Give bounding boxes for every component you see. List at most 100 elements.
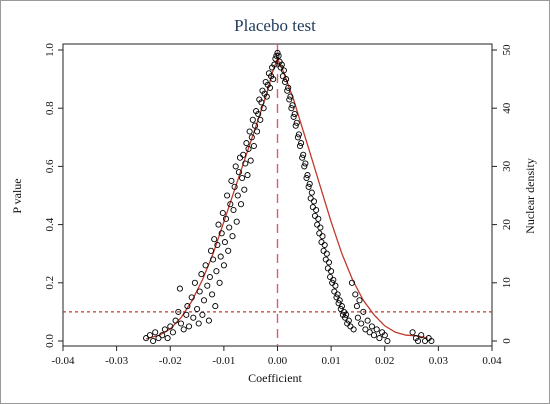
- scatter-point: [333, 294, 340, 301]
- scatter-point: [325, 259, 333, 266]
- y2-axis-label: Nuclear density: [523, 158, 537, 234]
- scatter-point: [302, 160, 309, 167]
- scatter-point: [219, 209, 226, 217]
- scatter-point: [281, 78, 289, 86]
- scatter-point: [366, 329, 373, 336]
- x-tick-label: -0.01: [212, 355, 235, 367]
- y2-tick-label: 20: [501, 219, 513, 231]
- scatter-point: [225, 247, 232, 254]
- scatter-point: [205, 317, 212, 324]
- scatter-point: [321, 241, 328, 249]
- scatter-point: [317, 224, 324, 231]
- scatter-point: [190, 314, 197, 321]
- scatter-point: [288, 105, 295, 112]
- scatter-point: [311, 212, 319, 219]
- y-tick-label: 1.0: [44, 43, 56, 57]
- scatter-point: [275, 52, 282, 59]
- scatter-point: [240, 151, 247, 158]
- scatter-point: [159, 332, 166, 339]
- scatter-point: [287, 93, 294, 100]
- scatter-point: [183, 311, 190, 318]
- x-tick-label: -0.03: [105, 355, 128, 367]
- scatter-point: [294, 134, 301, 141]
- scatter-point: [342, 314, 349, 321]
- scatter-point: [143, 335, 150, 342]
- scatter-point: [280, 67, 287, 74]
- scatter-point: [177, 320, 185, 327]
- y2-tick-label: 0: [501, 338, 513, 344]
- scatter-point: [303, 174, 310, 182]
- scatter-point: [255, 110, 262, 118]
- scatter-point: [146, 332, 153, 339]
- scatter-point: [320, 247, 327, 254]
- y-tick-label: 0.0: [44, 334, 56, 348]
- y-tick-label: 0.6: [44, 159, 56, 173]
- scatter-point: [421, 337, 429, 345]
- x-tick-label: 0.03: [429, 355, 449, 367]
- scatter-point: [347, 323, 354, 330]
- scatter-point: [278, 61, 285, 68]
- scatter-point: [198, 271, 205, 278]
- scatter-point: [249, 116, 256, 123]
- scatter-point: [316, 230, 323, 237]
- scatter-point: [315, 215, 322, 222]
- scatter-point: [210, 256, 217, 263]
- scatter-point: [176, 285, 183, 292]
- reference-lines: [63, 44, 492, 346]
- y-axis-label: P value: [10, 178, 24, 213]
- scatter-point: [309, 204, 316, 211]
- scatter-point: [296, 142, 304, 150]
- scatter-point: [283, 76, 290, 83]
- scatter-point: [254, 128, 261, 135]
- scatter-point: [233, 218, 240, 225]
- scatter-point: [358, 320, 365, 327]
- scatter-point: [260, 105, 267, 112]
- scatter-point: [202, 262, 209, 269]
- scatter-point: [373, 326, 380, 333]
- scatter-point: [368, 323, 375, 330]
- x-tick-label: -0.02: [159, 355, 182, 367]
- scatter-point: [220, 262, 227, 269]
- scatter-point: [353, 303, 360, 310]
- scatter-point: [384, 337, 391, 345]
- scatter-point: [292, 122, 299, 129]
- scatter-point: [305, 183, 312, 190]
- y-axis-left: 0.0 0.2 0.4 0.6 0.8 1.0: [44, 43, 63, 348]
- x-tick-label: -0.04: [52, 355, 75, 367]
- scatter-point: [304, 172, 311, 179]
- scatter-point: [348, 279, 356, 286]
- x-axis-label: Coefficient: [248, 371, 302, 385]
- scatter-point: [271, 61, 278, 68]
- scatter-point: [251, 122, 259, 129]
- scatter-point: [286, 96, 293, 103]
- scatter-point: [258, 99, 265, 106]
- scatter-point: [207, 247, 215, 254]
- scatter-point: [299, 154, 306, 161]
- scatter-point: [285, 84, 292, 91]
- scatter-point: [227, 201, 234, 208]
- y2-tick-label: 30: [501, 160, 513, 172]
- scatter-point: [350, 326, 357, 333]
- scatter-point: [409, 329, 416, 336]
- scatter-point: [298, 140, 305, 147]
- scatter-point: [216, 279, 223, 286]
- x-tick-label: 0.04: [482, 355, 502, 367]
- scatter-point: [245, 145, 252, 152]
- scatter-point: [328, 268, 335, 275]
- scatter-point: [381, 332, 388, 339]
- scatter-point: [194, 305, 201, 313]
- scatter-point: [354, 314, 361, 321]
- scatter-point: [310, 198, 318, 205]
- scatter-point: [300, 151, 307, 158]
- scatter-point: [324, 265, 331, 272]
- scatter-point: [332, 282, 339, 289]
- scatter-point: [236, 154, 244, 161]
- chart-title: Placebo test: [234, 16, 316, 35]
- y2-tick-label: 50: [501, 44, 513, 56]
- scatter-point: [334, 291, 341, 298]
- scatter-point: [239, 174, 246, 182]
- scatter-point: [308, 189, 315, 196]
- scatter-point: [215, 221, 222, 228]
